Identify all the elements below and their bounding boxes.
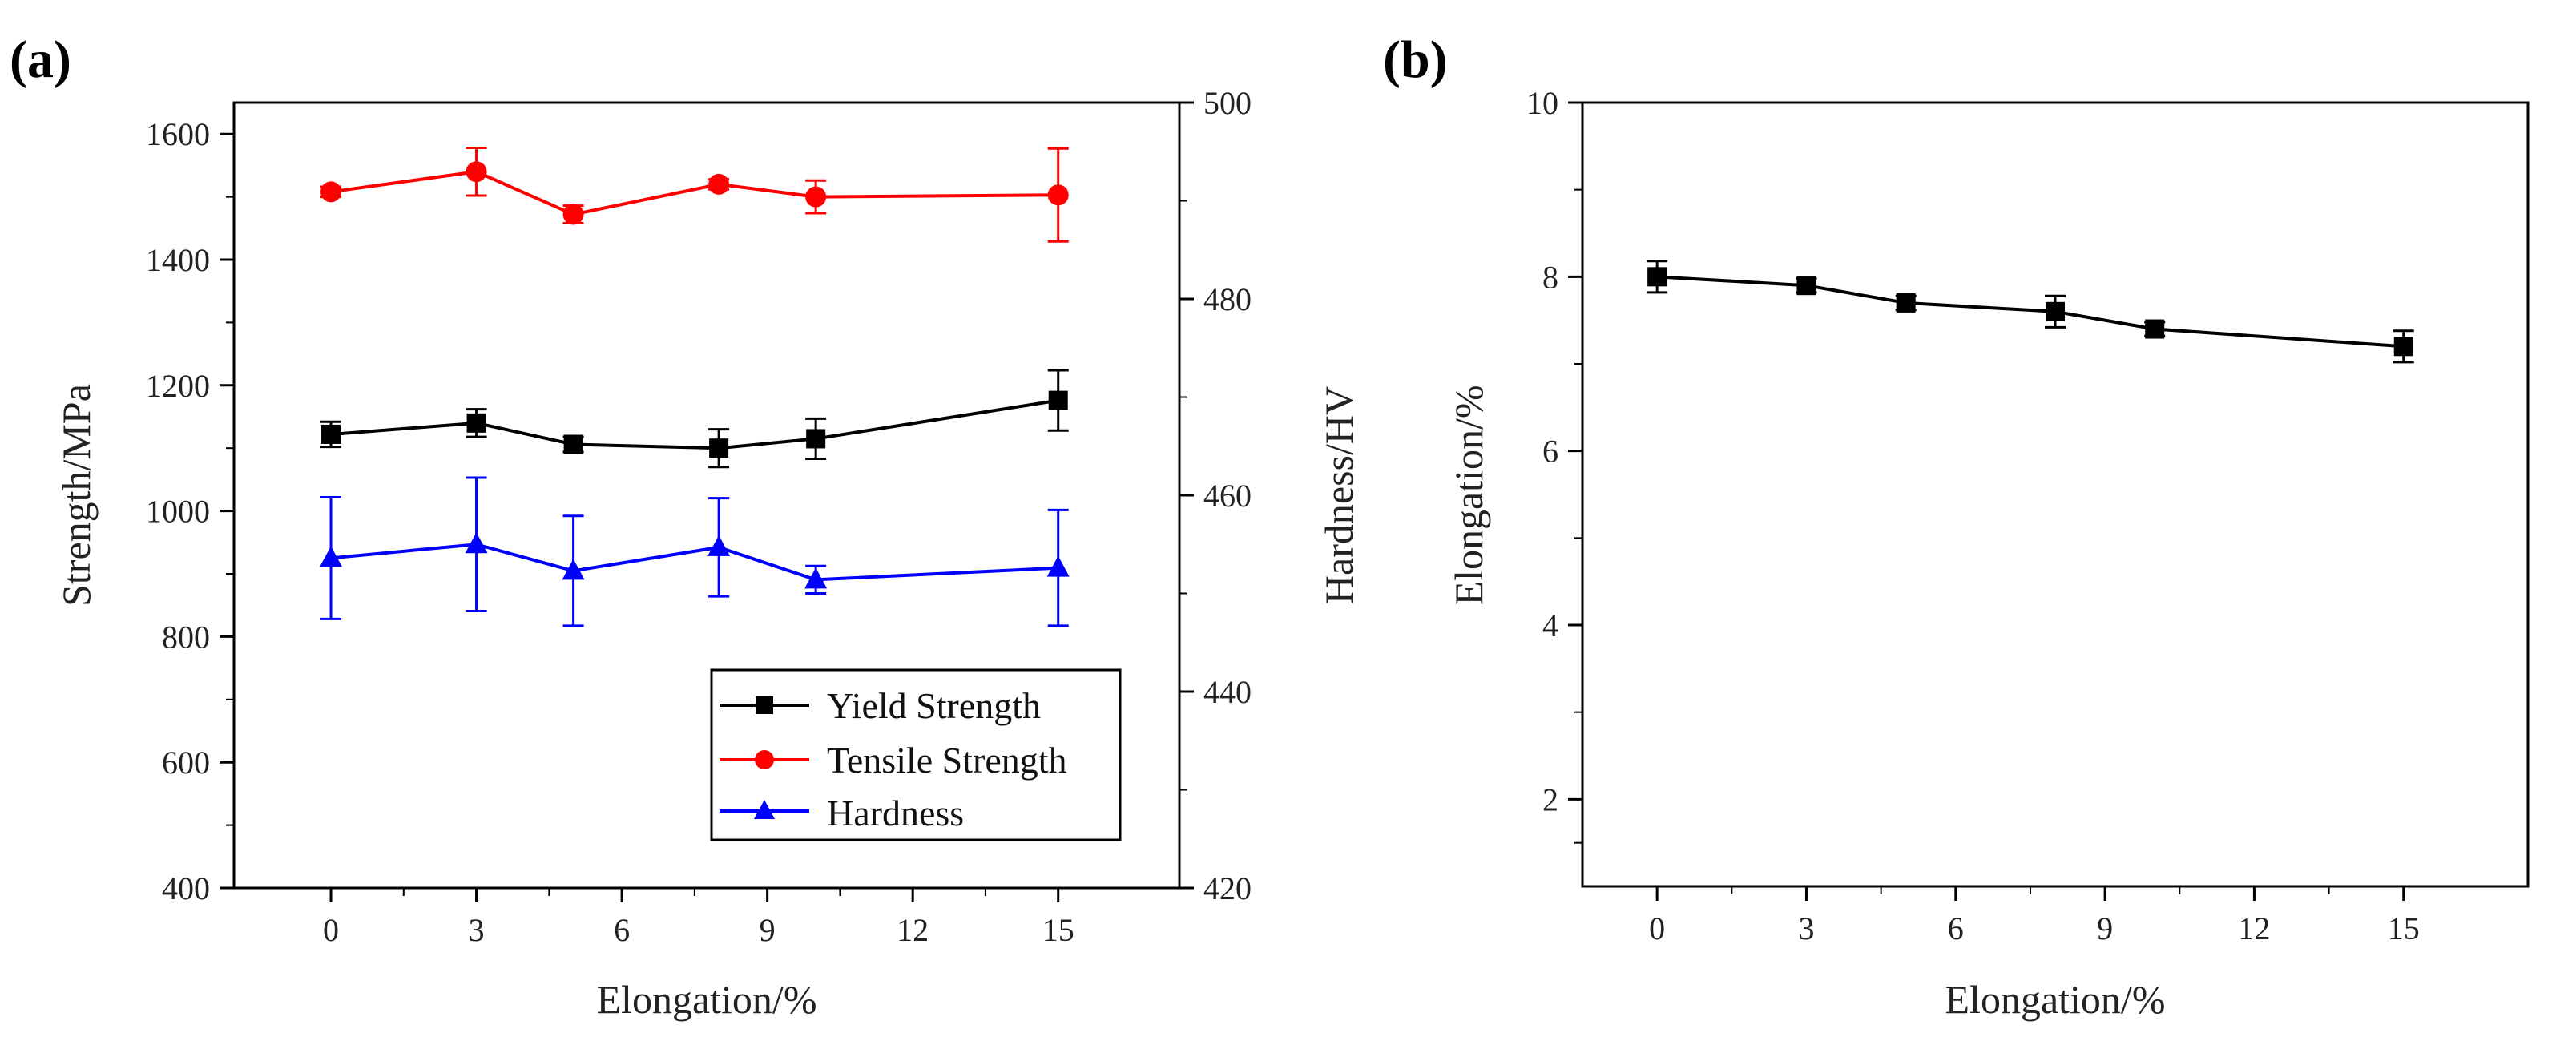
x-tick-label-b: 0 [1649,910,1665,946]
data-point-elongation [1796,276,1816,296]
series-elongation [1647,260,2414,364]
x-tick-label-b: 6 [1948,910,1964,946]
y-tick-label-a: 1600 [146,116,210,152]
legend: Yield Strength Tensile Strength Hardness [710,668,1122,841]
y-tick-label-a: 800 [162,619,210,655]
legend-triangle-marker [754,800,775,819]
legend-square-marker [756,696,773,714]
x-tick-label-a: 15 [1042,912,1074,948]
x-tick-label-a: 12 [897,912,929,948]
y-axis-title-b: Elongation/% [1446,385,1491,606]
legend-item-yield-strength: Yield Strength [720,685,1041,726]
y-tick-label-b: 4 [1542,607,1558,644]
data-point-hardness [804,567,828,589]
data-point-tensile-strength [562,204,584,225]
y2-tick-label-a: 440 [1203,674,1252,710]
legend-label-hardness: Hardness [827,793,964,833]
series-hardness [320,476,1070,627]
series-tensile-strength [320,146,1069,243]
data-point-yield-strength [1048,390,1068,410]
panel-a: (a) 0 3 6 9 12 15 400 600 800 1000 1200 1400 1600 420… [10,30,1361,1022]
series-line-elongation [1657,275,2404,349]
data-point-yield-strength [563,434,583,454]
data-point-hardness [562,559,585,580]
data-point-elongation [2046,301,2065,321]
y2-axis-title-a: Hardness/HV [1316,386,1361,604]
data-point-tensile-strength [320,181,342,203]
data-point-hardness [320,546,343,567]
data-point-elongation [2145,319,2165,339]
x-tick-label-b: 9 [2097,910,2113,946]
series-line-yield-strength [330,398,1059,450]
y2-tick-label-a: 460 [1203,478,1252,514]
y-tick-label-a: 1200 [146,368,210,404]
legend-circle-marker [755,750,774,769]
y-tick-label-b: 6 [1542,434,1558,470]
series-line-hardness [330,543,1058,582]
y-tick-label-a: 1000 [146,494,210,530]
data-point-yield-strength [321,424,341,444]
data-point-tensile-strength [466,161,487,183]
y2-tick-label-a: 420 [1203,870,1252,906]
y-tick-label-b: 2 [1542,781,1558,817]
series-line-tensile-strength [330,170,1058,216]
data-point-hardness [1046,555,1070,577]
panel-a-label: (a) [10,30,71,89]
x-tick-label-a: 9 [760,912,776,948]
data-point-hardness [465,532,488,554]
x-tick-label-a: 0 [323,912,339,948]
y-axis-title-a: Strength/MPa [54,384,99,607]
plot-frame-b [1581,101,2530,888]
y-tick-label-a: 600 [162,744,210,781]
series-yield-strength [320,369,1069,469]
y2-tick-label-a: 500 [1203,85,1252,121]
legend-item-hardness: Hardness [720,793,964,833]
data-point-elongation [1896,293,1916,313]
x-tick-label-a: 6 [614,912,630,948]
y2-tick-label-a: 480 [1203,281,1252,317]
legend-label-tensile-strength: Tensile Strength [827,740,1067,781]
legend-label-yield-strength: Yield Strength [827,685,1041,726]
panel-b: (b) 0 3 6 9 12 15 2 4 6 8 10 Elongation/% Elongati… [1383,30,2530,1022]
x-tick-label-b: 3 [1798,910,1814,946]
data-point-elongation [2393,337,2413,357]
legend-item-tensile-strength: Tensile Strength [720,740,1067,781]
data-point-tensile-strength [708,173,730,195]
y-tick-label-b: 10 [1526,85,1558,121]
x-axis-title-a: Elongation/% [597,977,817,1022]
data-point-tensile-strength [805,186,827,208]
y-tick-label-b: 8 [1542,259,1558,295]
y-tick-label-a: 1400 [146,242,210,278]
panel-b-label: (b) [1383,30,1448,89]
y-tick-label-a: 400 [162,870,210,906]
x-tick-label-b: 12 [2238,910,2270,946]
x-axis-title-b: Elongation/% [1945,977,2166,1022]
data-point-hardness [707,535,731,556]
data-point-tensile-strength [1047,184,1069,206]
x-tick-label-b: 15 [2388,910,2420,946]
data-point-elongation [1647,267,1667,287]
data-point-yield-strength [806,429,826,449]
data-point-yield-strength [466,413,486,433]
data-point-yield-strength [709,438,729,458]
x-tick-label-a: 3 [469,912,485,948]
